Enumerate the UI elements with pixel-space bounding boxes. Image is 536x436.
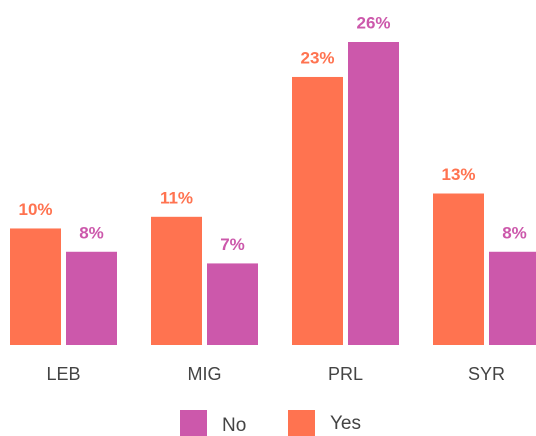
bar <box>292 76 343 345</box>
data-label: 13% <box>441 165 475 184</box>
legend-label: No <box>222 415 246 436</box>
data-label: 26% <box>356 13 390 32</box>
bar <box>433 193 484 345</box>
bar <box>489 251 536 345</box>
x-tick-label: MIG <box>188 364 222 384</box>
legend-swatch <box>180 410 207 436</box>
bar <box>151 216 202 345</box>
data-label: 7% <box>220 235 245 254</box>
legend-label: Yes <box>330 413 361 434</box>
data-label: 23% <box>300 48 334 67</box>
x-tick-label: SYR <box>468 364 505 384</box>
data-label: 11% <box>160 188 193 207</box>
legend-swatch <box>288 410 315 436</box>
data-label: 10% <box>18 200 52 219</box>
bar <box>10 228 61 345</box>
data-label: 8% <box>502 223 527 242</box>
bar <box>66 251 117 345</box>
bar <box>348 42 399 345</box>
bar <box>207 263 258 345</box>
x-tick-label: PRL <box>328 364 363 384</box>
data-label: 8% <box>79 223 104 242</box>
x-tick-label: LEB <box>46 364 80 384</box>
